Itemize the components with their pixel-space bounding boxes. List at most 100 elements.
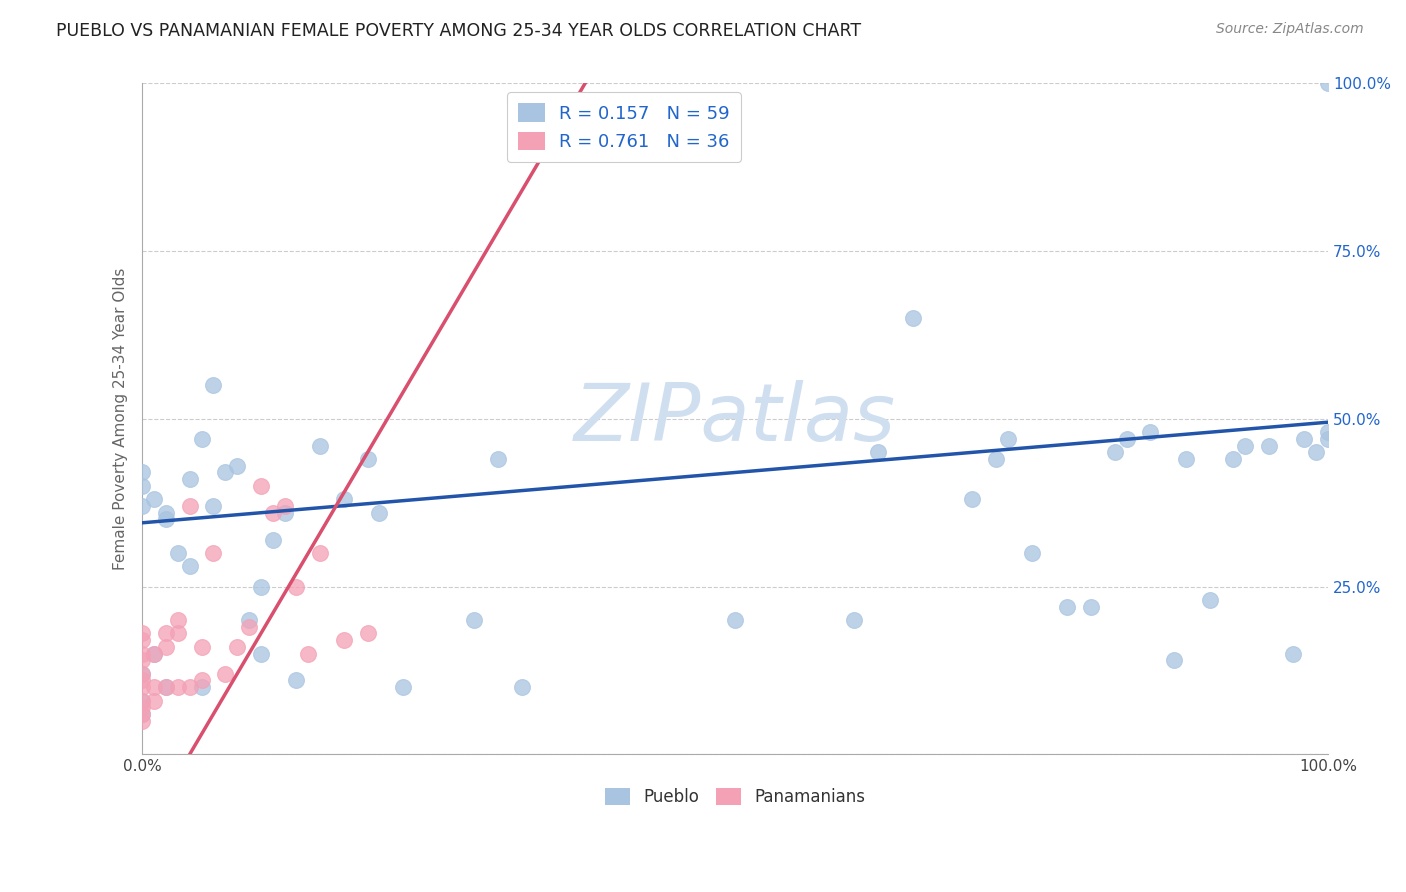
Point [333,633,356,648]
Point [273,499,295,513]
Point [143,647,166,661]
Point [167,613,190,627]
Point [155,640,177,654]
Point [262,506,284,520]
Legend: Pueblo, Panamanians: Pueblo, Panamanians [599,781,872,813]
Point [1080,599,1102,614]
Point [214,666,236,681]
Point [131,693,153,707]
Point [1222,452,1244,467]
Point [131,666,153,681]
Point [131,633,153,648]
Point [250,580,273,594]
Point [962,492,984,507]
Point [486,452,509,467]
Point [901,311,924,326]
Point [463,613,485,627]
Point [262,533,284,547]
Point [131,693,153,707]
Point [190,640,212,654]
Point [297,647,319,661]
Point [179,680,201,694]
Point [1281,647,1303,661]
Point [179,559,201,574]
Point [238,613,260,627]
Point [356,452,378,467]
Point [143,647,166,661]
Point [392,680,415,694]
Point [155,626,177,640]
Point [155,680,177,694]
Point [190,432,212,446]
Point [202,378,225,392]
Point [1317,425,1340,440]
Point [1294,432,1316,446]
Point [984,452,1007,467]
Point [309,439,332,453]
Point [724,613,747,627]
Point [131,666,153,681]
Point [131,706,153,721]
Point [155,506,177,520]
Point [167,546,190,560]
Point [1317,77,1340,91]
Text: ZIPatlas: ZIPatlas [574,380,896,458]
Point [285,580,308,594]
Point [179,472,201,486]
Point [131,479,153,493]
Point [273,506,295,520]
Point [1174,452,1197,467]
Point [214,466,236,480]
Point [250,647,273,661]
Point [1317,432,1340,446]
Point [131,466,153,480]
Point [1305,445,1327,459]
Point [190,680,212,694]
Point [143,680,166,694]
Point [155,512,177,526]
Point [202,546,225,560]
Point [131,653,153,667]
Point [1056,599,1078,614]
Point [309,546,332,560]
Point [1198,593,1220,607]
Point [1139,425,1161,440]
Point [190,673,212,688]
Point [131,706,153,721]
Point [131,626,153,640]
Point [250,479,273,493]
Point [143,492,166,507]
Point [1234,439,1257,453]
Point [226,640,249,654]
Point [131,700,153,714]
Text: PUEBLO VS PANAMANIAN FEMALE POVERTY AMONG 25-34 YEAR OLDS CORRELATION CHART: PUEBLO VS PANAMANIAN FEMALE POVERTY AMON… [56,22,862,40]
Point [155,680,177,694]
Point [131,647,153,661]
Point [866,445,889,459]
Point [285,673,308,688]
Point [1021,546,1043,560]
Point [368,506,391,520]
Point [510,680,533,694]
Point [202,499,225,513]
Point [131,714,153,728]
Point [167,626,190,640]
Point [167,680,190,694]
Text: Source: ZipAtlas.com: Source: ZipAtlas.com [1216,22,1364,37]
Point [238,620,260,634]
Point [1104,445,1126,459]
Point [226,458,249,473]
Point [997,432,1019,446]
Point [131,680,153,694]
Point [333,492,356,507]
Y-axis label: Female Poverty Among 25-34 Year Olds: Female Poverty Among 25-34 Year Olds [114,268,128,570]
Point [1163,653,1185,667]
Point [131,673,153,688]
Point [1115,432,1137,446]
Point [179,499,201,513]
Point [143,693,166,707]
Point [356,626,378,640]
Point [1257,439,1279,453]
Point [131,499,153,513]
Point [842,613,865,627]
